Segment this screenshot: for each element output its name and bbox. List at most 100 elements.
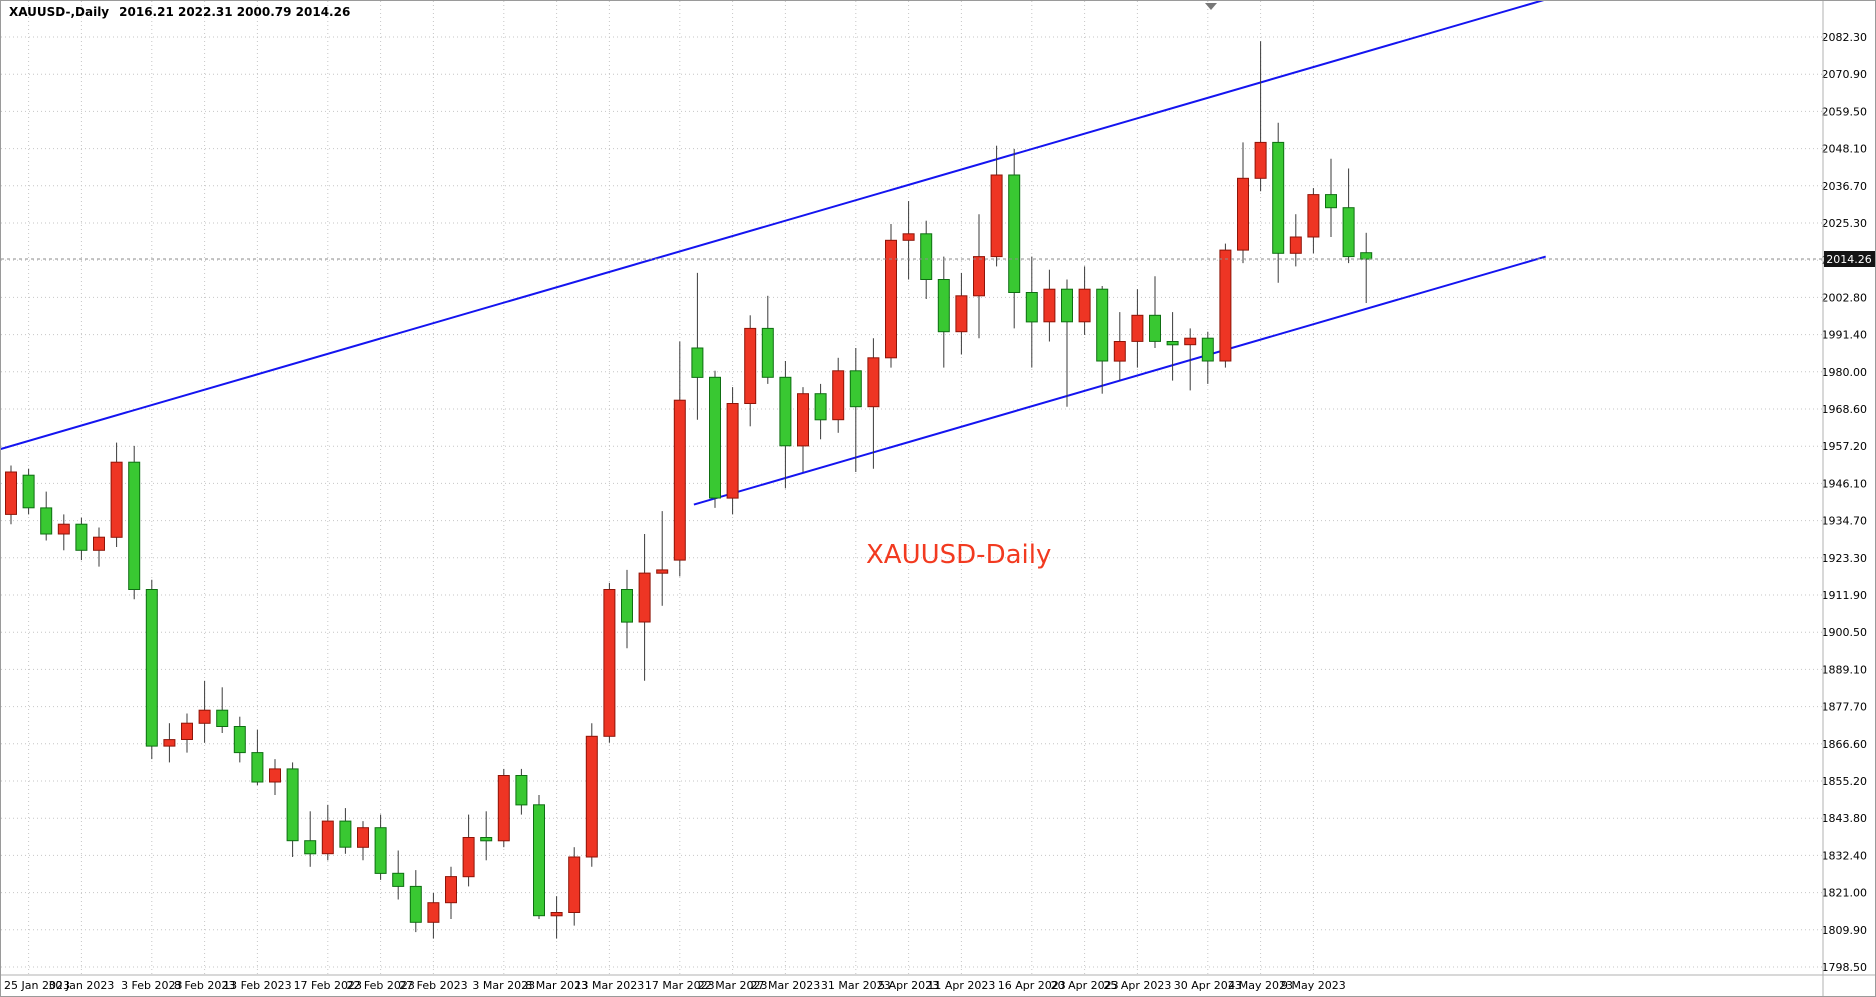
candle-body [480, 837, 493, 842]
time-axis-label[interactable]: 3 Mar 2023 [472, 979, 535, 992]
candle-body [497, 775, 510, 842]
price-axis-label[interactable]: 1855.20 [1822, 775, 1868, 788]
candle-body [1025, 292, 1038, 323]
price-axis-label[interactable]: 1923.30 [1822, 552, 1868, 565]
candle-body [1131, 314, 1144, 342]
time-axis-label[interactable]: 5 Apr 2023 [878, 979, 939, 992]
time-axis-label[interactable]: 30 Jan 2023 [48, 979, 114, 992]
price-axis-label[interactable]: 2048.10 [1822, 143, 1868, 156]
candle-body [621, 589, 633, 623]
price-axis-label[interactable]: 1934.70 [1822, 515, 1868, 528]
ohlc-readout: 2016.21 2022.31 2000.79 2014.26 [119, 5, 351, 19]
time-axis-label[interactable]: 4 May 2023 [1228, 979, 1293, 992]
time-axis-label[interactable]: 25 Apr 2023 [1103, 979, 1171, 992]
candle-body [673, 399, 686, 561]
candle-body [22, 474, 35, 509]
price-axis-label[interactable]: 1821.00 [1822, 887, 1868, 900]
candle-body [181, 722, 193, 741]
candle-body [955, 295, 968, 333]
time-axis-label[interactable]: 17 Mar 2023 [645, 979, 715, 992]
candle-body [1307, 194, 1320, 238]
price-axis-label[interactable]: 2070.90 [1822, 68, 1868, 81]
candle-body [1219, 249, 1232, 362]
candle-body [1078, 288, 1091, 323]
price-axis-label[interactable]: 2036.70 [1822, 180, 1868, 193]
candle-body [920, 233, 933, 281]
candle-body [973, 256, 985, 297]
chart-header: XAUUSD-,Daily 2016.21 2022.31 2000.79 201… [9, 5, 350, 19]
candle-body [216, 709, 229, 728]
candle-body [744, 327, 757, 404]
candle-body [1272, 141, 1285, 254]
time-axis-label[interactable]: 20 Apr 2023 [1051, 979, 1119, 992]
candle-body [779, 376, 792, 447]
candle-body [163, 739, 176, 747]
candle-body [57, 523, 70, 535]
candle-body [357, 827, 369, 848]
price-axis-label[interactable]: 2025.30 [1822, 217, 1868, 230]
price-axis-label[interactable]: 1980.00 [1822, 366, 1868, 379]
candle-body [1166, 341, 1179, 346]
candle-body [128, 461, 141, 591]
candle-body [603, 589, 616, 737]
candle-body [1237, 177, 1249, 251]
symbol-timeframe-label: XAUUSD-,Daily [9, 5, 110, 19]
price-axis-label[interactable]: 1809.90 [1822, 924, 1868, 937]
candle-body [1008, 174, 1021, 293]
price-axis-label[interactable]: 2082.30 [1822, 31, 1868, 44]
time-axis-label[interactable]: 31 Mar 2023 [821, 979, 891, 992]
time-axis-label[interactable]: 25 Jan 2023 [4, 979, 70, 992]
time-axis-label[interactable]: 3 Feb 2023 [121, 979, 182, 992]
price-axis-label[interactable]: 1866.60 [1822, 738, 1868, 751]
trendline-channel-upper[interactable] [1, 1, 1570, 450]
time-axis-label[interactable]: 8 Feb 2023 [174, 979, 235, 992]
time-axis-label[interactable]: 17 Feb 2023 [294, 979, 362, 992]
time-axis-label[interactable]: 9 May 2023 [1281, 979, 1346, 992]
candle-body [251, 752, 264, 783]
time-axis-label[interactable]: 27 Feb 2023 [399, 979, 467, 992]
candle-body [1149, 314, 1161, 342]
candle-body [832, 370, 845, 421]
time-axis-label[interactable]: 13 Mar 2023 [575, 979, 645, 992]
time-axis-label[interactable]: 11 Apr 2023 [927, 979, 995, 992]
price-axis-label[interactable]: 1957.20 [1822, 440, 1868, 453]
time-axis-label[interactable]: 30 Apr 2023 [1174, 979, 1242, 992]
time-axis-label[interactable]: 22 Mar 2023 [698, 979, 768, 992]
current-price-badge-label: 2014.26 [1826, 253, 1872, 266]
candle-body [1325, 194, 1337, 209]
time-axis-label[interactable]: 13 Feb 2023 [223, 979, 291, 992]
candle-body [1043, 288, 1056, 323]
price-axis-label[interactable]: 1832.40 [1822, 849, 1868, 862]
price-axis-label[interactable]: 1991.40 [1822, 329, 1868, 342]
time-axis-label[interactable]: 16 Apr 2023 [998, 979, 1066, 992]
candle-body [726, 403, 739, 499]
time-axis-label[interactable]: 22 Feb 2023 [346, 979, 414, 992]
price-axis-label[interactable]: 1889.10 [1822, 663, 1868, 676]
candle-body [110, 461, 123, 538]
price-axis-label[interactable]: 1911.90 [1822, 589, 1868, 602]
chart-annotation[interactable]: XAUUSD-Daily [866, 540, 1051, 570]
candle-body [392, 872, 405, 887]
time-axis-label[interactable]: 8 Mar 2023 [525, 979, 588, 992]
price-axis-label[interactable]: 1946.10 [1822, 477, 1868, 490]
price-axis-label[interactable]: 2002.80 [1822, 291, 1868, 304]
candle-body [304, 840, 317, 855]
price-axis-label[interactable]: 1798.50 [1822, 961, 1868, 974]
price-axis-label[interactable]: 1843.80 [1822, 812, 1868, 825]
candle-body [568, 856, 581, 913]
candle-body [269, 768, 281, 783]
candle-body [515, 775, 528, 806]
candle-body [374, 827, 387, 874]
price-axis-label[interactable]: 1900.50 [1822, 626, 1868, 639]
time-axis-label[interactable]: 27 Mar 2023 [751, 979, 821, 992]
candle-body [233, 726, 246, 754]
candle-body [145, 589, 158, 747]
price-axis-label[interactable]: 2059.50 [1822, 105, 1868, 118]
candle-body [1096, 288, 1109, 362]
price-axis-label[interactable]: 1968.60 [1822, 403, 1868, 416]
price-axis-label[interactable]: 1877.70 [1822, 701, 1868, 714]
candle-body [638, 572, 651, 623]
candle-body [691, 347, 704, 378]
